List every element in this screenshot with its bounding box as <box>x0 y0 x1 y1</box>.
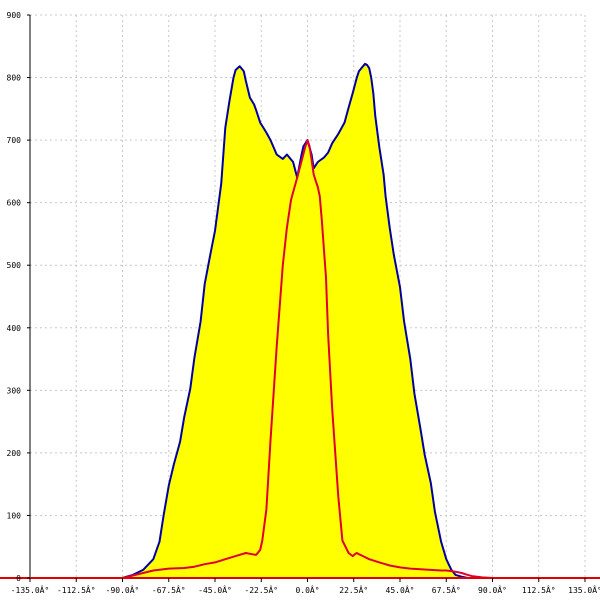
x-axis-ticks: -135.0Â° -112.5Â° -90.0Â° -67.5Â° -45.0Â° -22… <box>11 578 600 595</box>
x-tick-label: -135.0Â° <box>11 584 50 595</box>
y-axis-ticks: 0 100 200 300 400 500 600 700 800 900 <box>7 11 30 583</box>
series-layer <box>30 62 585 579</box>
x-tick-label: 90.0Â° <box>478 584 507 595</box>
x-tick-label: 67.5Â° <box>432 584 461 595</box>
y-tick-label: 600 <box>7 199 22 208</box>
y-tick-label: 700 <box>7 136 22 145</box>
x-tick-label: 135.0Â° <box>568 584 600 595</box>
x-tick-label: -67.5Â° <box>152 584 186 595</box>
x-tick-label: -22.5Â° <box>244 584 278 595</box>
series-2-line <box>30 139 585 579</box>
x-tick-label: 45.0Â° <box>386 584 415 595</box>
y-tick-label: 500 <box>7 261 22 270</box>
x-tick-label: -112.5Â° <box>57 584 96 595</box>
x-tick-label: -90.0Â° <box>106 584 140 595</box>
x-tick-label: 112.5Â° <box>522 584 556 595</box>
y-tick-label: 0 <box>16 574 21 583</box>
axes <box>0 15 600 579</box>
y-tick-label: 200 <box>7 449 22 458</box>
y-tick-label: 400 <box>7 324 22 333</box>
y-tick-label: 300 <box>7 386 22 395</box>
x-tick-label: 22.5Â° <box>339 584 368 595</box>
x-tick-label: 0.0Â° <box>295 584 319 595</box>
y-tick-label: 800 <box>7 74 22 83</box>
y-tick-label: 900 <box>7 11 22 20</box>
y-tick-label: 100 <box>7 511 22 520</box>
series-1-area <box>30 63 585 579</box>
x-tick-label: -45.0Â° <box>198 584 232 595</box>
